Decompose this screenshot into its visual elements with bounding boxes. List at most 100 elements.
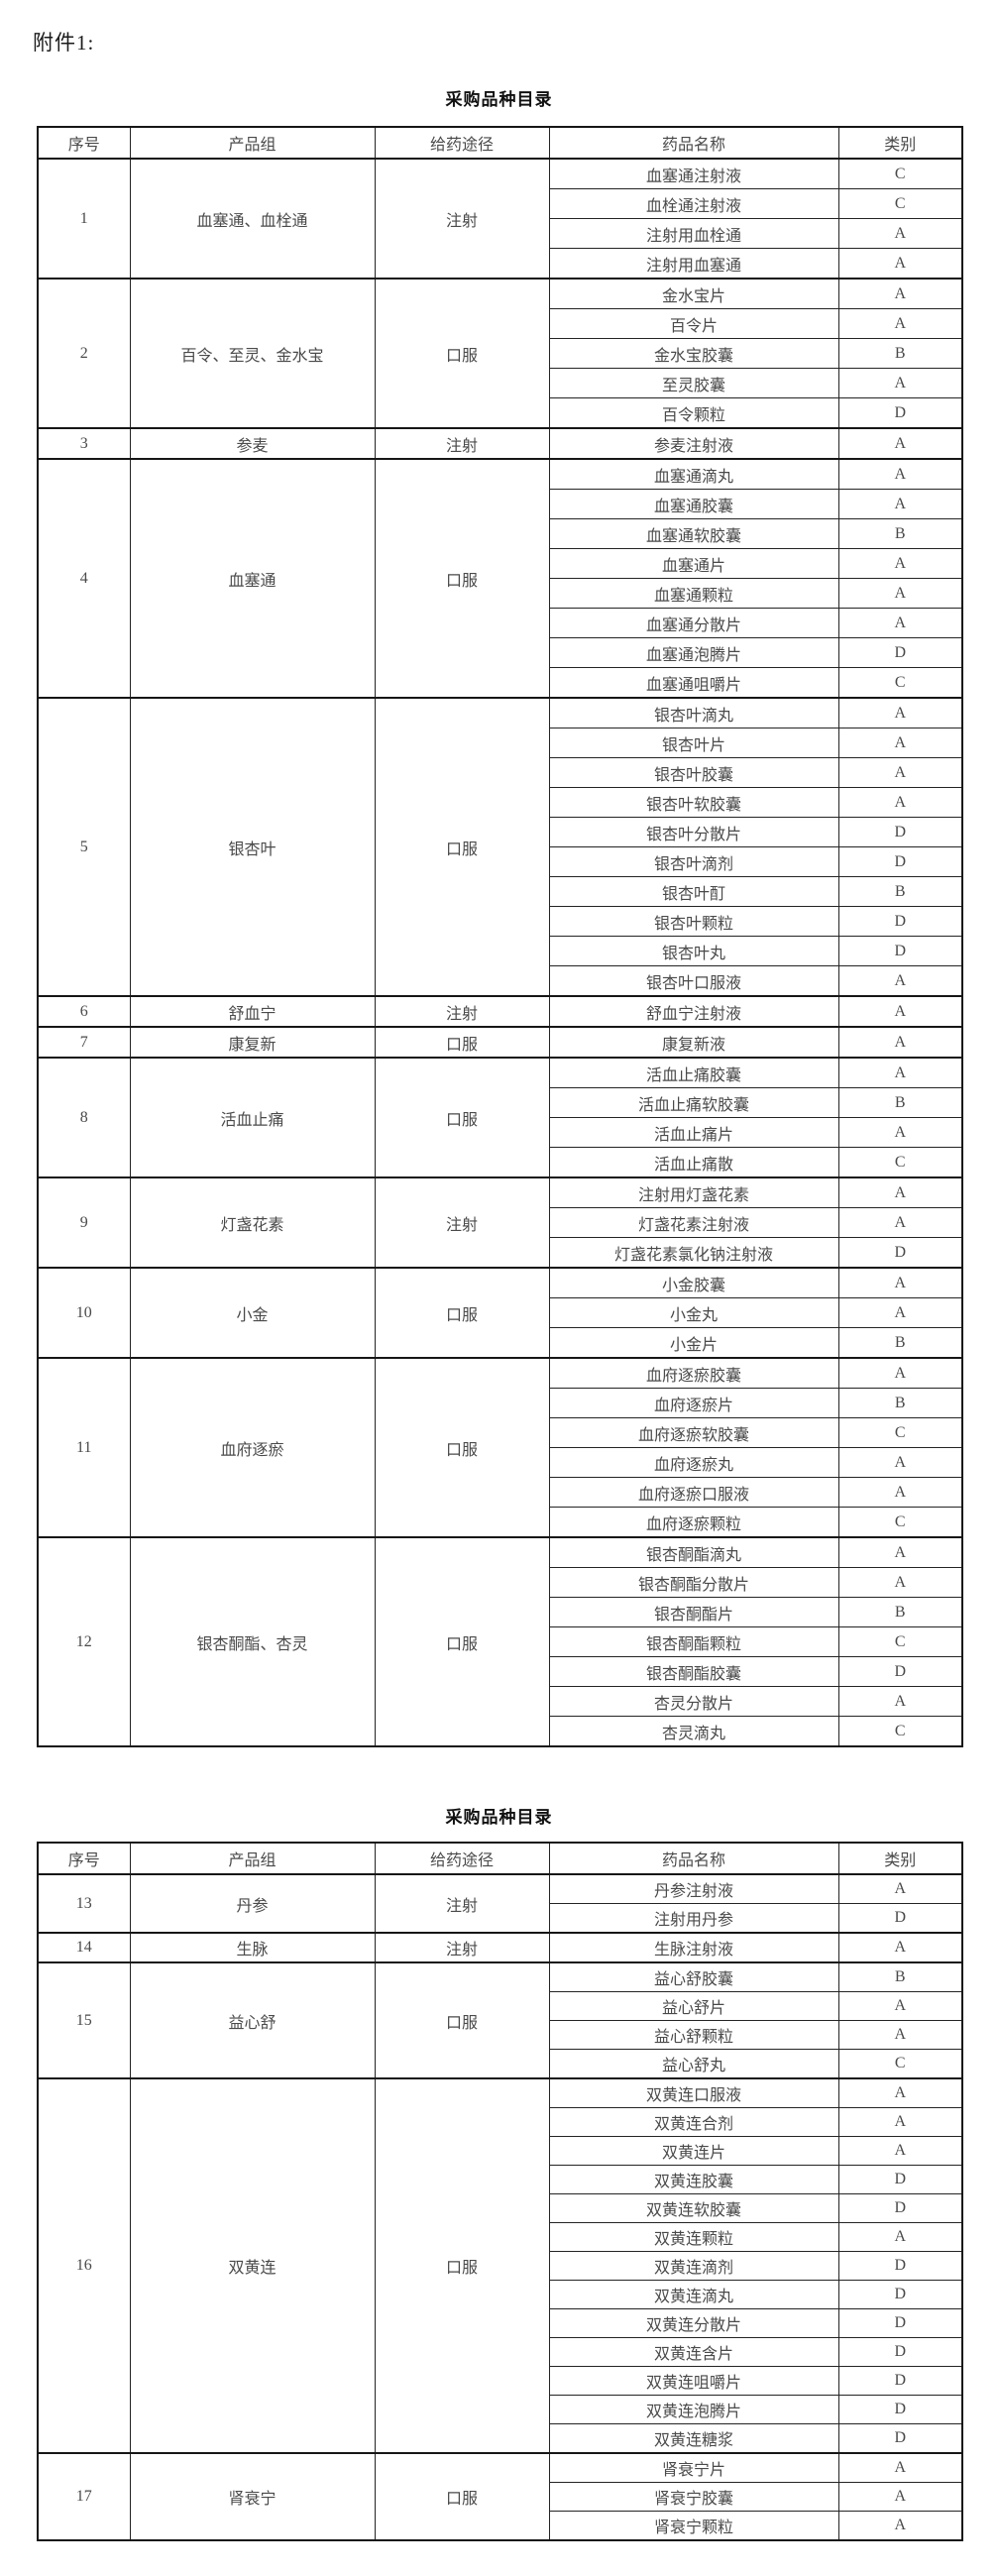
- table-row: 小金片 B: [38, 1327, 963, 1359]
- product-group-cell: 血府逐瘀: [129, 1357, 376, 1538]
- drug-name-cell: 肾衰宁颗粒: [548, 2511, 839, 2541]
- category-cell: B: [837, 876, 963, 907]
- table-row: 杏灵分散片 A: [38, 1686, 963, 1717]
- drug-name-cell: 血塞通片: [548, 548, 839, 579]
- table-row: 血塞通片 A: [38, 548, 963, 579]
- drug-name-cell: 血栓通注射液: [548, 188, 839, 219]
- category-cell: A: [837, 2107, 963, 2137]
- category-cell: A: [837, 1686, 963, 1717]
- route-cell: 注射: [374, 1932, 550, 1963]
- category-cell: D: [837, 906, 963, 937]
- category-cell: A: [837, 427, 963, 460]
- drug-name-cell: 金水宝胶囊: [548, 338, 839, 369]
- category-cell: D: [837, 2280, 963, 2309]
- drug-name-cell: 康复新液: [548, 1026, 839, 1059]
- serial-cell: 13: [37, 1873, 131, 1934]
- route-cell: 口服: [374, 2452, 550, 2541]
- category-cell: C: [837, 1417, 963, 1448]
- drug-name-cell: 至灵胶囊: [548, 368, 839, 398]
- category-cell: C: [837, 1147, 963, 1178]
- category-cell: A: [837, 308, 963, 339]
- col-header: 类别: [837, 126, 963, 160]
- product-group-cell: 活血止痛: [129, 1057, 376, 1178]
- table-row: 活血止痛散 C: [38, 1147, 963, 1178]
- drug-name-cell: 益心舒胶囊: [548, 1961, 839, 1992]
- serial-cell: 12: [37, 1536, 131, 1747]
- drug-name-cell: 血塞通泡腾片: [548, 637, 839, 668]
- drug-name-cell: 银杏叶滴剂: [548, 846, 839, 877]
- route-cell: 口服: [374, 458, 550, 699]
- serial-cell: 2: [37, 278, 131, 429]
- category-cell: A: [837, 278, 963, 309]
- table-row: 银杏叶片 A: [38, 728, 963, 758]
- category-cell: D: [837, 817, 963, 847]
- drug-name-cell: 参麦注射液: [548, 427, 839, 460]
- drug-name-cell: 银杏叶胶囊: [548, 757, 839, 788]
- drug-name-cell: 银杏酮酯颗粒: [548, 1626, 839, 1657]
- table-row: 活血止痛软胶囊 B: [38, 1087, 963, 1118]
- table-row: 5 银杏叶 口服 银杏叶滴丸 A: [37, 697, 963, 997]
- route-cell: 注射: [374, 1176, 550, 1269]
- table-row: 7 康复新 口服 康复新液 A: [37, 1026, 963, 1059]
- serial-cell: 16: [37, 2077, 131, 2454]
- table-row: 3 参麦 注射 参麦注射液 A: [37, 427, 963, 460]
- category-cell: A: [837, 1447, 963, 1478]
- category-cell: A: [837, 2222, 963, 2252]
- table-row: 小金丸 A: [38, 1297, 963, 1328]
- category-cell: D: [837, 1237, 963, 1269]
- product-group-cell: 舒血宁: [129, 995, 376, 1028]
- product-group-cell: 血塞通: [129, 458, 376, 699]
- drug-name-cell: 双黄连滴丸: [548, 2280, 839, 2309]
- table-row: 血塞通颗粒 A: [38, 578, 963, 609]
- table-row: 血塞通泡腾片 D: [38, 637, 963, 668]
- table-row: 益心舒片 A: [38, 1991, 963, 2021]
- category-cell: A: [837, 2511, 963, 2541]
- table-row: 银杏叶酊 B: [38, 876, 963, 907]
- drug-name-cell: 银杏叶颗粒: [548, 906, 839, 937]
- drug-name-cell: 百令颗粒: [548, 397, 839, 429]
- table-row: 杏灵滴丸 C: [38, 1716, 963, 1747]
- drug-name-cell: 血塞通软胶囊: [548, 518, 839, 549]
- table-row: 双黄连滴丸 D: [38, 2280, 963, 2309]
- drug-name-cell: 双黄连泡腾片: [548, 2395, 839, 2424]
- category-cell: D: [837, 846, 963, 877]
- drug-name-cell: 银杏叶酊: [548, 876, 839, 907]
- table-row: 17 肾衰宁 口服 肾衰宁片 A: [37, 2452, 963, 2541]
- drug-name-cell: 益心舒片: [548, 1991, 839, 2021]
- catalog-table: 序号 产品组 给药途径 药品名称 类别 1 血塞通、血栓通 注射 血塞通注射液 C 血栓通注射液 C 注…: [37, 126, 963, 1747]
- category-cell: D: [837, 2337, 963, 2367]
- drug-name-cell: 银杏酮酯分散片: [548, 1567, 839, 1598]
- category-cell: A: [837, 548, 963, 579]
- table-row: 双黄连咀嚼片 D: [38, 2366, 963, 2396]
- header-row: 序号 产品组 给药途径 药品名称 类别: [37, 1842, 963, 1875]
- route-cell: 注射: [374, 1873, 550, 1934]
- table-row: 银杏叶胶囊 A: [38, 757, 963, 788]
- drug-name-cell: 银杏叶口服液: [548, 965, 839, 997]
- category-cell: D: [837, 2251, 963, 2281]
- col-header: 产品组: [129, 126, 376, 160]
- drug-name-cell: 杏灵滴丸: [548, 1716, 839, 1747]
- table-row: 9 灯盏花素 注射 注射用灯盏花素 A: [37, 1176, 963, 1269]
- serial-cell: 8: [37, 1057, 131, 1178]
- table-row: 血塞通咀嚼片 C: [38, 667, 963, 699]
- drug-name-cell: 注射用血栓通: [548, 218, 839, 249]
- category-cell: A: [837, 1117, 963, 1148]
- category-cell: B: [837, 1327, 963, 1359]
- category-cell: A: [837, 2482, 963, 2512]
- table-row: 双黄连软胶囊 D: [38, 2193, 963, 2223]
- drug-name-cell: 金水宝片: [548, 278, 839, 309]
- col-header: 给药途径: [374, 126, 550, 160]
- table-row: 血栓通注射液 C: [38, 188, 963, 219]
- product-group-cell: 小金: [129, 1267, 376, 1359]
- serial-cell: 7: [37, 1026, 131, 1059]
- category-cell: C: [837, 188, 963, 219]
- drug-name-cell: 血府逐瘀口服液: [548, 1477, 839, 1508]
- table-row: 肾衰宁胶囊 A: [38, 2482, 963, 2512]
- product-group-cell: 灯盏花素: [129, 1176, 376, 1269]
- table-row: 金水宝胶囊 B: [38, 338, 963, 369]
- product-group-cell: 益心舒: [129, 1961, 376, 2079]
- catalog-section-1: 采购品种目录 序号 产品组 给药途径 药品名称 类别 1 血塞通、血栓通 注射 血塞通注射液 C 血…: [0, 85, 998, 1747]
- table-row: 活血止痛片 A: [38, 1117, 963, 1148]
- table-row: 灯盏花素注射液 A: [38, 1207, 963, 1238]
